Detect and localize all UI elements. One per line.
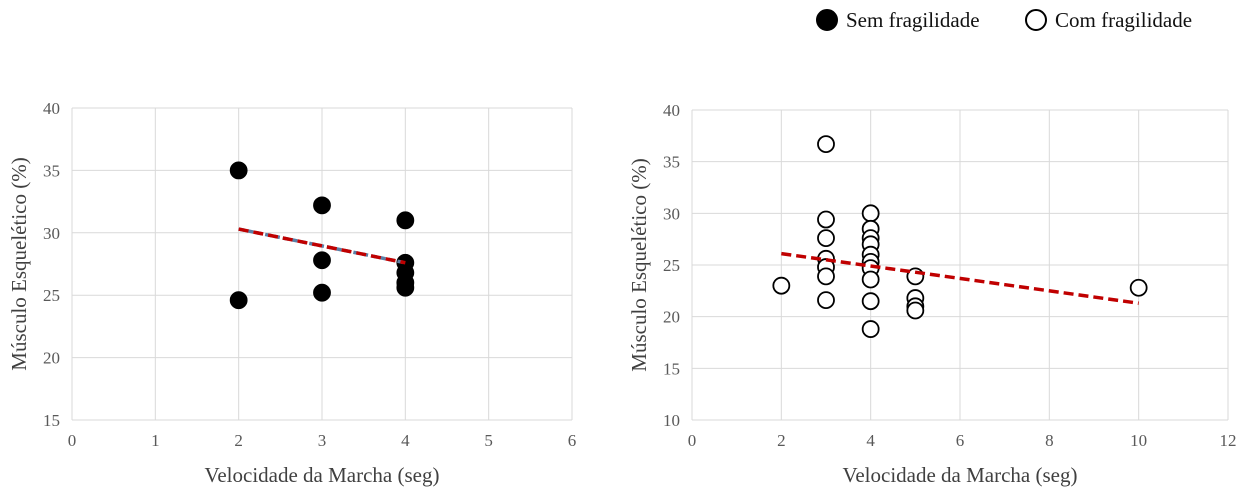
x-tick-label: 2: [234, 431, 243, 450]
y-tick-label: 25: [663, 256, 680, 275]
y-axis-title: Músculo Esquelético (%): [7, 157, 31, 370]
open-circle-icon: [1025, 9, 1047, 31]
data-point: [861, 204, 880, 223]
data-point: [906, 301, 925, 320]
x-tick-label: 8: [1045, 431, 1054, 450]
trendline-line: [781, 251, 1139, 305]
x-tick-label: 12: [1220, 431, 1237, 450]
scatter-series: [229, 161, 415, 310]
trendline: [238, 227, 406, 265]
y-tick-label: 30: [663, 204, 680, 223]
y-axis-title: Músculo Esquelético (%): [627, 158, 651, 371]
data-point: [817, 135, 835, 153]
x-tick-label: 4: [401, 431, 410, 450]
grid: [691, 109, 1229, 421]
scatter-series: [772, 135, 1148, 338]
legend: Sem fragilidade Com fragilidade: [800, 0, 1240, 44]
data-point: [861, 320, 880, 338]
tick-labels: 10 15 20 25 30 35 40 0 2 4 6 8 10 12: [663, 101, 1237, 450]
data-point: [817, 267, 835, 286]
x-tick-label: 6: [956, 431, 965, 450]
data-point: [861, 270, 880, 289]
y-tick-label: 10: [663, 411, 680, 430]
y-tick-label: 20: [43, 349, 60, 368]
y-tick-label: 40: [43, 99, 60, 118]
data-point: [313, 251, 331, 270]
y-tick-label: 20: [663, 308, 680, 327]
trendline-underlay: [238, 227, 406, 265]
trendline: [781, 251, 1139, 305]
data-point: [1129, 278, 1148, 297]
y-tick-label: 25: [43, 286, 60, 305]
x-tick-label: 10: [1130, 431, 1147, 450]
data-point: [817, 229, 835, 248]
x-tick-label: 0: [68, 431, 77, 450]
data-point: [772, 276, 791, 295]
legend-label: Com fragilidade: [1055, 7, 1193, 32]
chart-com-fragilidade: 10 15 20 25 30 35 40 0 2 4 6 8 10 12 Velocidade da Mar…: [627, 101, 1237, 487]
data-point: [817, 210, 835, 229]
y-tick-label: 30: [43, 224, 60, 243]
x-tick-label: 5: [484, 431, 493, 450]
tick-labels: 15 20 25 30 35 40 0 1 2 3 4 5 6: [43, 99, 576, 450]
data-point: [313, 283, 331, 302]
chart-sem-fragilidade: 15 20 25 30 35 40 0 1 2 3 4 5 6 Velocidade da Marcha …: [7, 99, 576, 487]
data-point: [396, 278, 415, 297]
legend-item-sem-fragilidade: Sem fragilidade: [816, 6, 980, 34]
grid: [71, 107, 573, 421]
x-axis-title: Velocidade da Marcha (seg): [205, 463, 440, 487]
filled-circle-icon: [816, 9, 838, 31]
trendline-line: [238, 227, 406, 265]
y-tick-label: 40: [663, 101, 680, 120]
legend-label: Sem fragilidade: [846, 7, 980, 32]
data-point: [817, 291, 835, 310]
data-point: [229, 291, 248, 310]
x-tick-label: 0: [688, 431, 697, 450]
x-tick-label: 2: [777, 431, 786, 450]
data-point: [861, 292, 880, 311]
data-point: [313, 196, 331, 215]
x-axis-title: Velocidade da Marcha (seg): [843, 463, 1078, 487]
y-tick-label: 35: [663, 153, 680, 172]
y-tick-label: 35: [43, 161, 60, 180]
y-tick-label: 15: [43, 411, 60, 430]
legend-item-com-fragilidade: Com fragilidade: [1025, 6, 1192, 34]
x-tick-label: 3: [318, 431, 327, 450]
y-tick-label: 15: [663, 359, 680, 378]
x-tick-label: 6: [568, 431, 577, 450]
data-point: [229, 161, 248, 180]
x-tick-label: 1: [151, 431, 160, 450]
data-point: [396, 211, 415, 230]
x-tick-label: 4: [866, 431, 875, 450]
